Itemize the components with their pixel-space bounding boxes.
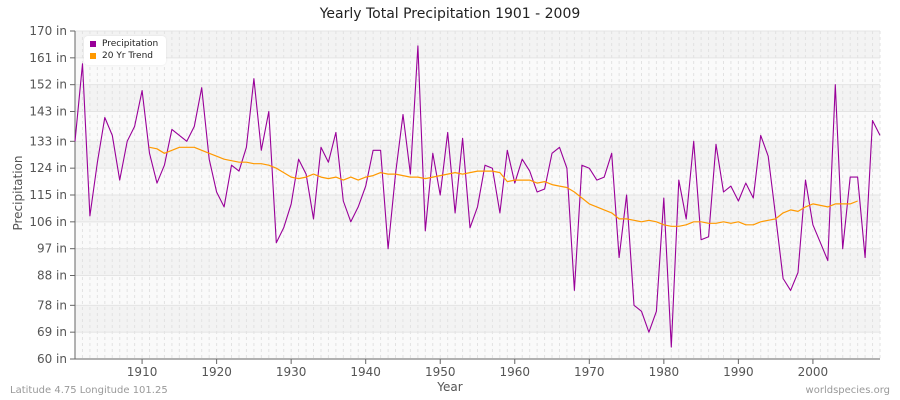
legend-label: 20 Yr Trend — [102, 51, 154, 61]
legend-item-precipitation: Precipitation — [90, 38, 158, 50]
svg-text:152 in: 152 in — [29, 78, 67, 92]
svg-text:143 in: 143 in — [29, 105, 67, 119]
svg-text:88 in: 88 in — [37, 269, 67, 283]
y-axis-label: Precipitation — [11, 155, 25, 231]
legend-item-trend: 20 Yr Trend — [90, 50, 158, 62]
svg-text:161 in: 161 in — [29, 51, 67, 65]
precipitation-line — [74, 45, 881, 348]
svg-text:1960: 1960 — [499, 365, 530, 379]
x-axis-label: Year — [437, 380, 463, 394]
chart-title: Yearly Total Precipitation 1901 - 2009 — [319, 6, 581, 22]
trend-line — [149, 146, 858, 227]
legend-label: Precipitation — [102, 39, 159, 49]
svg-text:1970: 1970 — [574, 365, 605, 379]
svg-text:124 in: 124 in — [29, 161, 67, 175]
svg-text:69 in: 69 in — [37, 325, 67, 339]
svg-text:170 in: 170 in — [29, 24, 67, 38]
location-caption: Latitude 4.75 Longitude 101.25 — [10, 385, 168, 396]
svg-text:1940: 1940 — [350, 365, 381, 379]
svg-text:1930: 1930 — [276, 365, 307, 379]
svg-text:2000: 2000 — [798, 365, 829, 379]
svg-text:1950: 1950 — [425, 365, 456, 379]
svg-text:1910: 1910 — [127, 365, 158, 379]
svg-text:1980: 1980 — [649, 365, 680, 379]
svg-text:60 in: 60 in — [37, 352, 67, 366]
svg-text:78 in: 78 in — [37, 298, 67, 312]
svg-text:115 in: 115 in — [29, 188, 67, 202]
legend-swatch-icon — [90, 53, 96, 59]
chart-legend: Precipitation 20 Yr Trend — [84, 36, 167, 65]
svg-text:1920: 1920 — [201, 365, 232, 379]
svg-text:106 in: 106 in — [29, 215, 67, 229]
source-caption: worldspecies.org — [805, 385, 890, 396]
svg-text:133 in: 133 in — [29, 134, 67, 148]
legend-swatch-icon — [90, 41, 96, 47]
svg-text:97 in: 97 in — [37, 242, 67, 256]
svg-text:1990: 1990 — [723, 365, 754, 379]
